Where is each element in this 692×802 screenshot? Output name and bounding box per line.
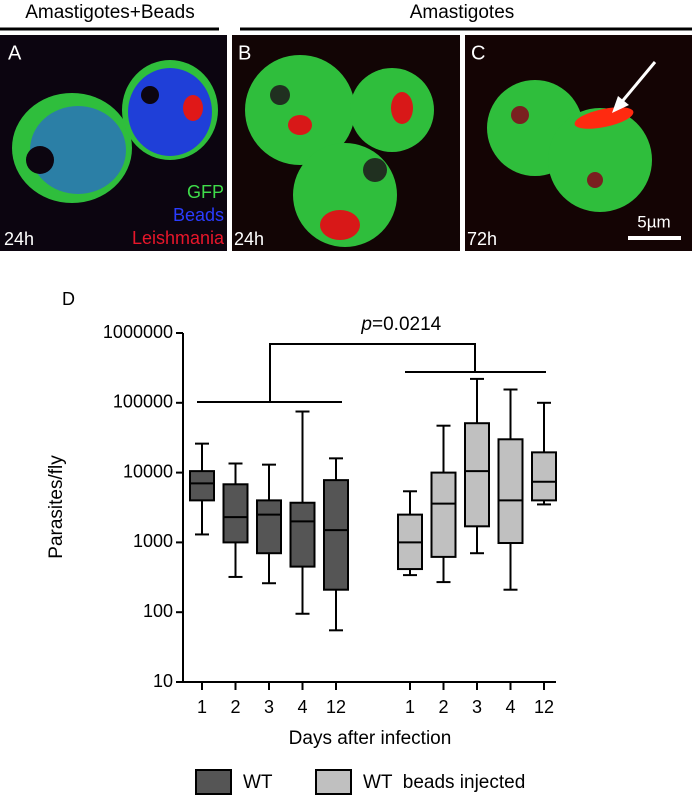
box bbox=[189, 470, 215, 502]
box bbox=[222, 483, 249, 544]
box bbox=[464, 422, 490, 528]
x-tick-label: 2 bbox=[438, 697, 448, 717]
box bbox=[430, 471, 457, 558]
x-tick-label: 4 bbox=[505, 697, 515, 717]
y-tick-label: 1000000 bbox=[103, 322, 173, 342]
annotation: =0.0214 bbox=[372, 314, 442, 335]
panel-label: A bbox=[8, 42, 22, 64]
x-axis-label: Days after infection bbox=[289, 728, 452, 749]
panel-label: B bbox=[238, 42, 251, 64]
annotation-symbol: p bbox=[360, 314, 372, 335]
x-tick-label: 3 bbox=[472, 697, 482, 717]
legend-swatch bbox=[315, 769, 352, 795]
channel-label: Beads bbox=[173, 205, 224, 225]
box bbox=[323, 479, 349, 591]
x-tick-label: 1 bbox=[405, 697, 415, 717]
y-tick-label: 10000 bbox=[123, 461, 173, 481]
legend-label: WT bbox=[243, 772, 273, 793]
time-label: 72h bbox=[467, 229, 497, 249]
y-tick-label: 100 bbox=[143, 601, 173, 621]
x-tick-label: 1 bbox=[197, 697, 207, 717]
x-tick-label: 3 bbox=[264, 697, 274, 717]
y-axis-label: Parasites/fly bbox=[46, 455, 67, 559]
time-label: 24h bbox=[234, 229, 264, 249]
panel-b: B 24h bbox=[232, 35, 460, 251]
channel-label: Leishmania bbox=[132, 228, 225, 248]
panel-a: A 24h GFP Beads Leishmania bbox=[0, 35, 227, 251]
y-tick-label: 100000 bbox=[113, 392, 173, 412]
x-tick-label: 4 bbox=[297, 697, 307, 717]
header-left: Amastigotes+Beads bbox=[25, 2, 195, 23]
scale-bar-label: 5µm bbox=[637, 212, 670, 231]
box bbox=[289, 501, 316, 568]
x-tick-label: 12 bbox=[326, 697, 346, 717]
panel-c: C 72h 5µm bbox=[465, 35, 692, 251]
panel-label: D bbox=[62, 289, 75, 309]
y-tick-label: 1000 bbox=[133, 531, 173, 551]
time-label: 24h bbox=[4, 229, 34, 249]
legend-label: WT beads injected bbox=[363, 772, 525, 793]
x-tick-label: 12 bbox=[534, 697, 554, 717]
x-tick-label: 2 bbox=[230, 697, 240, 717]
box bbox=[531, 451, 557, 502]
legend-swatch bbox=[195, 769, 232, 795]
significance-bracket bbox=[197, 343, 546, 403]
y-tick-label: 10 bbox=[153, 671, 173, 691]
box bbox=[256, 499, 282, 555]
box bbox=[497, 438, 524, 545]
channel-label: GFP bbox=[187, 182, 224, 202]
header-right: Amastigotes bbox=[410, 2, 515, 23]
panel-label: C bbox=[471, 42, 485, 64]
